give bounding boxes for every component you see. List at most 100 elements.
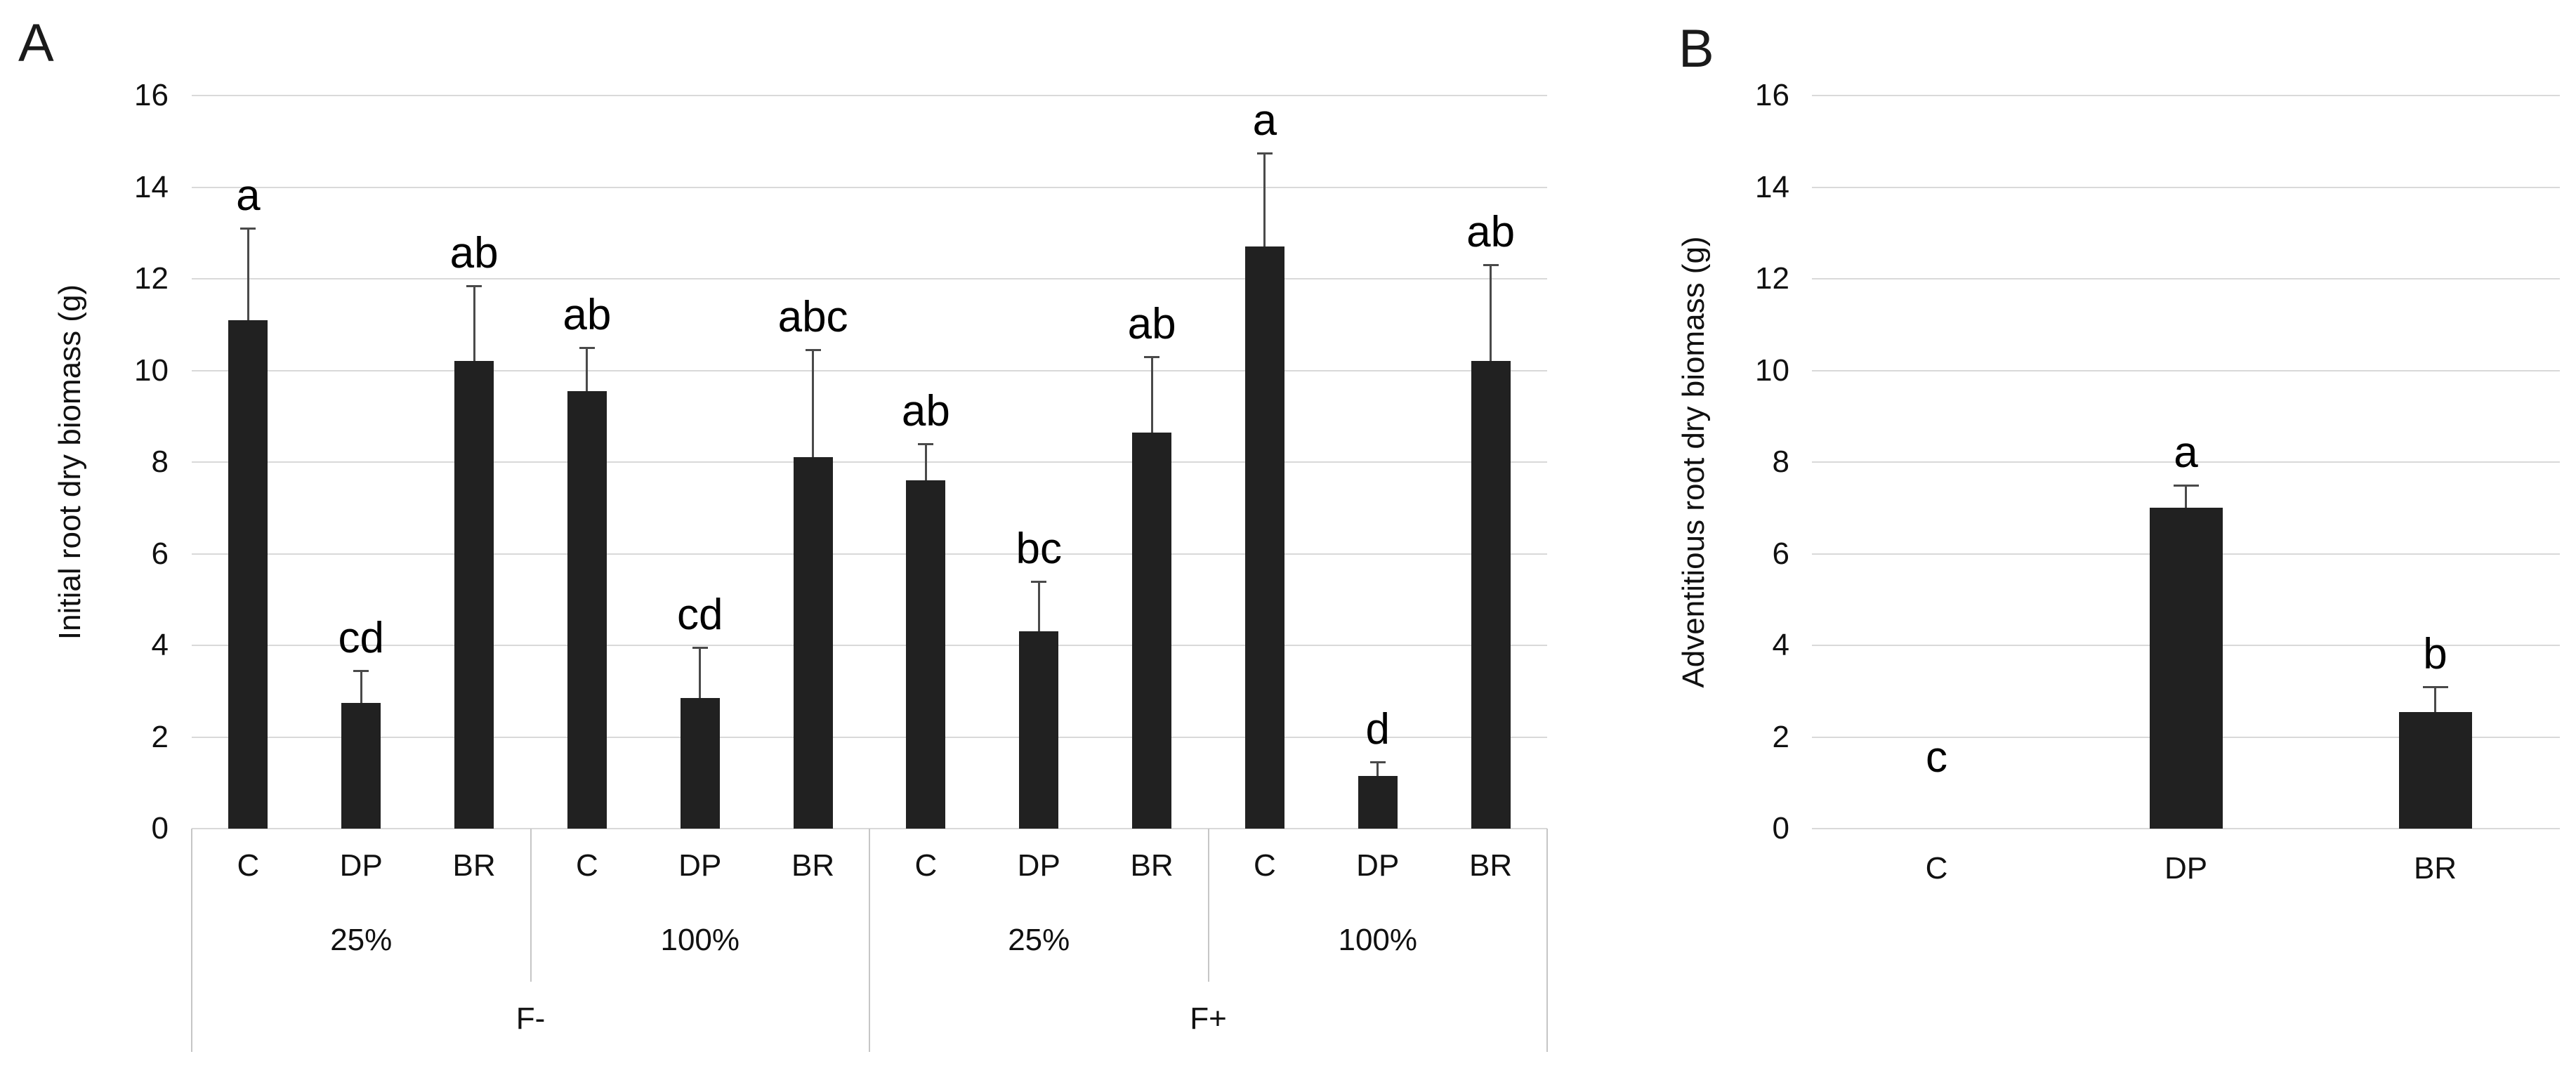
error-bar-cap-a-7 bbox=[1031, 580, 1047, 583]
error-bar-cap-a-4 bbox=[692, 647, 708, 650]
bar-a-5 bbox=[793, 457, 833, 829]
error-bar-stem-a-11 bbox=[1490, 265, 1492, 362]
sig-letter-b-2: b bbox=[2423, 629, 2447, 678]
y-tick-label-10: 10 bbox=[134, 353, 169, 388]
gridline-y2 bbox=[192, 736, 1547, 738]
sig-letter-a-11: ab bbox=[1466, 208, 1516, 257]
sig-letter-b-0: c bbox=[1926, 733, 1947, 782]
sig-letter-a-9: a bbox=[1252, 96, 1277, 145]
y-tick-label-16: 16 bbox=[1755, 78, 1789, 112]
category-label-a-0: C bbox=[237, 848, 260, 883]
error-bar-stem-a-3 bbox=[586, 347, 589, 391]
bar-a-11 bbox=[1471, 361, 1511, 829]
axis-divider-level2-0 bbox=[530, 829, 532, 982]
fertilizer-level-label-0: F- bbox=[515, 1001, 546, 1036]
category-label-a-8: BR bbox=[1130, 848, 1174, 883]
sig-letter-a-7: bc bbox=[1016, 524, 1062, 573]
error-bar-stem-b-1 bbox=[2185, 485, 2187, 508]
gridline-y12 bbox=[1812, 278, 2560, 279]
error-bar-cap-a-8 bbox=[1144, 355, 1160, 358]
sig-letter-a-6: ab bbox=[901, 386, 950, 435]
sig-letter-a-10: d bbox=[1365, 705, 1390, 754]
panel-b-label: B bbox=[1678, 19, 1714, 79]
gridline-y8 bbox=[192, 461, 1547, 463]
bar-a-0 bbox=[228, 320, 268, 829]
water-level-label-3: 100% bbox=[1338, 923, 1418, 957]
category-label-a-7: DP bbox=[1017, 848, 1060, 883]
y-tick-label-16: 16 bbox=[134, 78, 169, 112]
category-label-a-6: C bbox=[914, 848, 938, 883]
sig-letter-a-0: a bbox=[236, 171, 261, 220]
error-bar-cap-b-1 bbox=[2173, 484, 2199, 487]
gridline-y10 bbox=[1812, 369, 2560, 371]
bar-a-3 bbox=[567, 390, 607, 829]
y-tick-label-12: 12 bbox=[1755, 261, 1789, 296]
y-tick-label-14: 14 bbox=[1755, 169, 1789, 204]
category-label-a-5: BR bbox=[791, 848, 835, 883]
error-bar-stem-b-2 bbox=[2434, 686, 2436, 712]
category-label-a-10: DP bbox=[1356, 848, 1400, 883]
sig-letter-a-5: abc bbox=[777, 293, 848, 342]
bar-a-8 bbox=[1132, 432, 1172, 829]
gridline-y10 bbox=[192, 369, 1547, 371]
category-label-a-11: BR bbox=[1469, 848, 1513, 883]
error-bar-stem-a-4 bbox=[699, 647, 702, 699]
gridline-y16 bbox=[192, 95, 1547, 96]
sig-letter-a-8: ab bbox=[1127, 299, 1176, 348]
error-bar-cap-b-2 bbox=[2422, 685, 2448, 688]
y-tick-label-10: 10 bbox=[1755, 353, 1789, 388]
gridline-y14 bbox=[192, 186, 1547, 188]
water-level-label-0: 25% bbox=[330, 923, 393, 957]
bar-a-6 bbox=[906, 480, 946, 829]
error-bar-cap-a-3 bbox=[579, 346, 595, 349]
y-tick-label-2: 2 bbox=[151, 719, 169, 754]
gridline-y14 bbox=[1812, 186, 2560, 188]
water-level-label-2: 25% bbox=[1008, 923, 1070, 957]
sig-letter-a-1: cd bbox=[338, 613, 384, 662]
category-label-b-0: C bbox=[1925, 851, 1948, 886]
gridline-y6 bbox=[192, 553, 1547, 555]
category-label-b-1: DP bbox=[2164, 851, 2208, 886]
gridline-y16 bbox=[1812, 95, 2560, 96]
bar-b-2 bbox=[2398, 711, 2472, 829]
bar-a-4 bbox=[680, 698, 720, 829]
error-bar-cap-a-11 bbox=[1483, 264, 1499, 267]
error-bar-cap-a-1 bbox=[353, 669, 369, 672]
sig-letter-a-4: cd bbox=[677, 591, 723, 640]
error-bar-cap-a-10 bbox=[1369, 761, 1386, 764]
y-tick-label-4: 4 bbox=[1772, 628, 1789, 662]
category-label-a-2: BR bbox=[452, 848, 496, 883]
axis-box-right-edge bbox=[1546, 829, 1548, 1052]
y-tick-label-2: 2 bbox=[1772, 719, 1789, 754]
y-tick-label-0: 0 bbox=[151, 811, 169, 845]
gridline-y12 bbox=[192, 278, 1547, 279]
y-tick-label-0: 0 bbox=[1772, 811, 1789, 845]
category-label-a-1: DP bbox=[339, 848, 383, 883]
y-tick-label-8: 8 bbox=[1772, 445, 1789, 479]
bar-a-10 bbox=[1358, 775, 1398, 829]
error-bar-cap-a-5 bbox=[805, 349, 821, 352]
sig-letter-b-1: a bbox=[2174, 428, 2198, 477]
panel-a-label: A bbox=[18, 13, 54, 73]
gridline-y8 bbox=[1812, 461, 2560, 463]
error-bar-stem-a-8 bbox=[1150, 356, 1153, 433]
category-label-a-4: DP bbox=[678, 848, 722, 883]
axis-box-left-edge bbox=[191, 829, 192, 1052]
y-tick-label-6: 6 bbox=[1772, 536, 1789, 571]
axis-divider-level2-1 bbox=[869, 829, 870, 1052]
fertilizer-level-label-1: F+ bbox=[1190, 1001, 1227, 1036]
y-tick-label-4: 4 bbox=[151, 628, 169, 662]
error-bar-cap-a-6 bbox=[918, 442, 934, 445]
bar-a-9 bbox=[1244, 246, 1284, 829]
error-bar-stem-a-7 bbox=[1037, 581, 1040, 632]
error-bar-cap-a-9 bbox=[1256, 152, 1273, 154]
sig-letter-a-2: ab bbox=[449, 228, 499, 277]
category-label-b-2: BR bbox=[2413, 851, 2457, 886]
error-bar-stem-a-2 bbox=[473, 285, 475, 362]
error-bar-stem-a-10 bbox=[1376, 762, 1379, 776]
bar-b-1 bbox=[2149, 508, 2223, 829]
error-bar-stem-a-0 bbox=[247, 228, 249, 320]
error-bar-stem-a-5 bbox=[812, 350, 815, 458]
y-tick-label-12: 12 bbox=[134, 261, 169, 296]
